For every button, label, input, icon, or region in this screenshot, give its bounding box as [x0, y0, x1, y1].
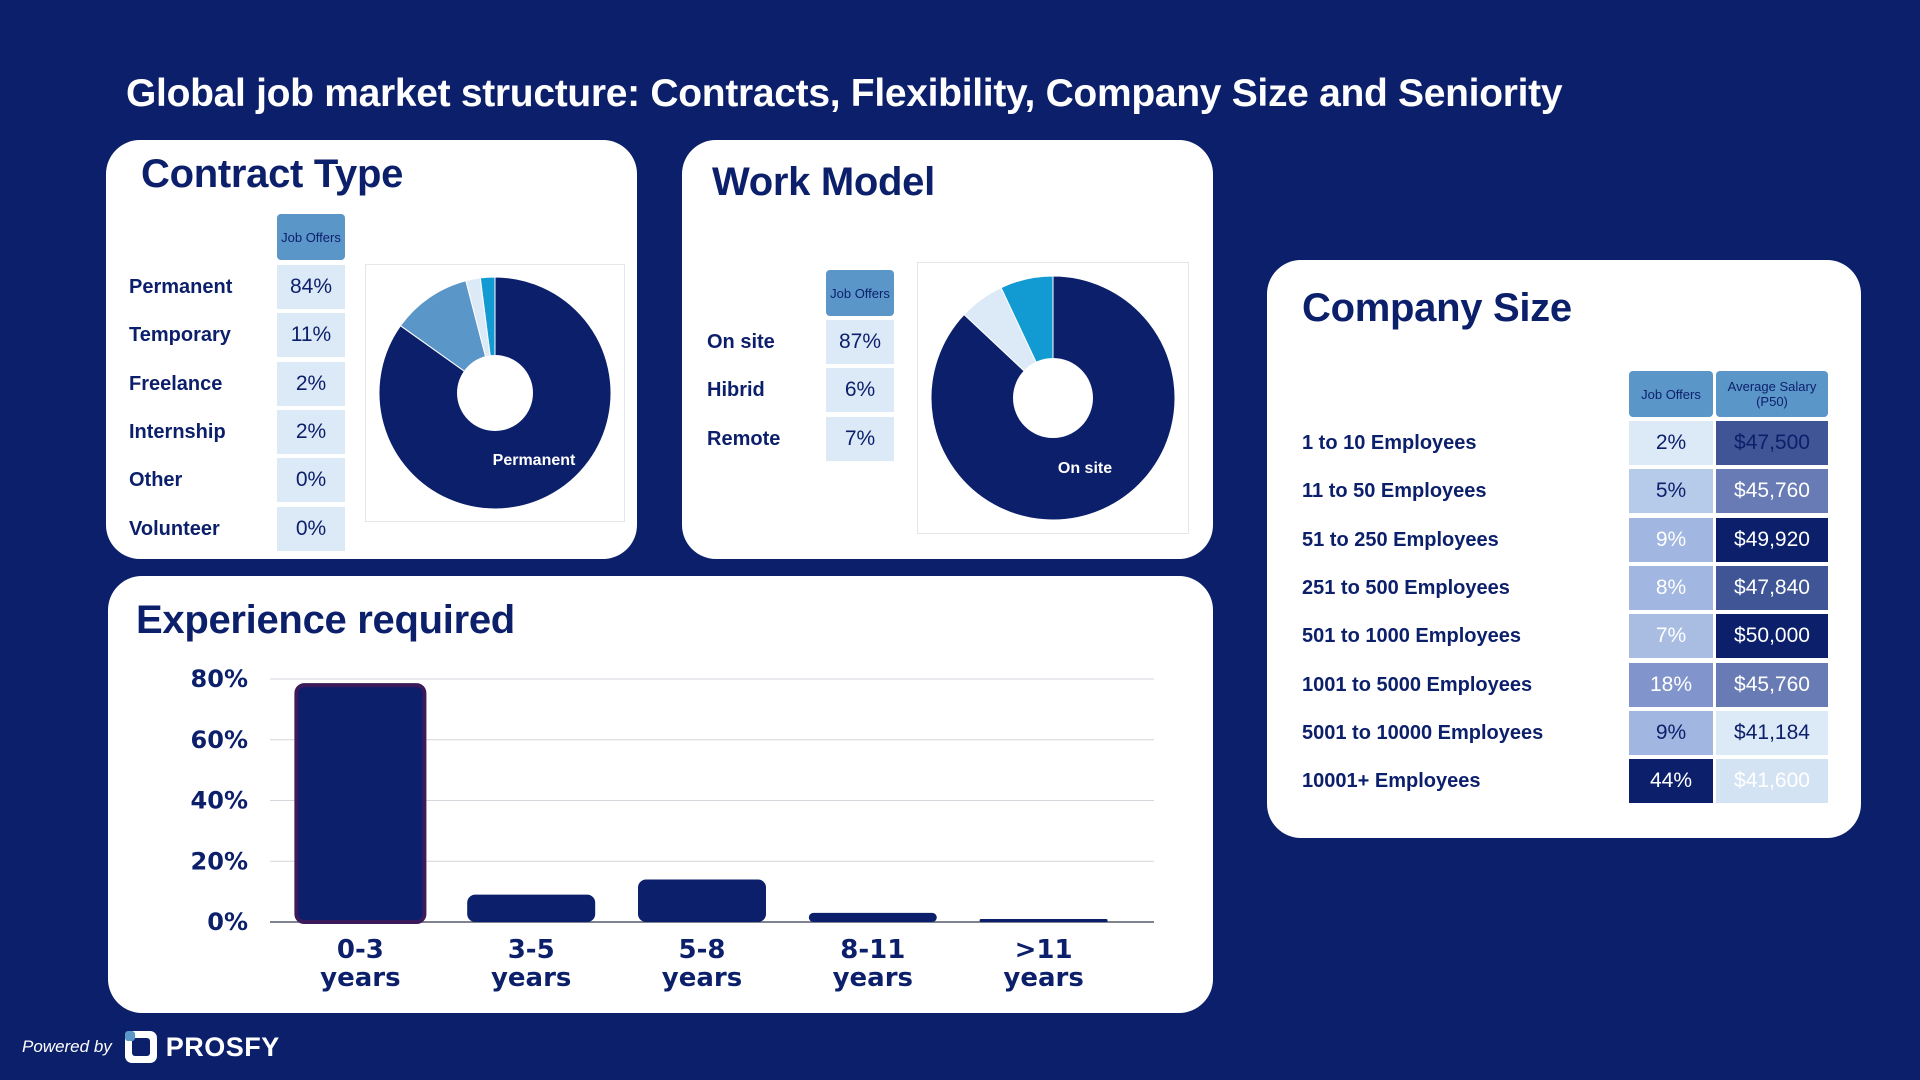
company-salary-cell: $45,760	[1716, 662, 1828, 707]
contract-type-pie-chart: Permanent	[378, 276, 612, 510]
x-tick-label: years	[491, 963, 571, 993]
contract-row-value: 2%	[277, 361, 345, 406]
footer: Powered by PROSFY	[22, 1030, 280, 1064]
work-row-value: 6%	[826, 368, 894, 413]
y-tick-label: 20%	[191, 847, 248, 875]
company-row-label: 11 to 50 Employees	[1302, 480, 1487, 503]
work-row-label: Remote	[707, 427, 781, 450]
contract-type-card: Contract Type Job Offers Permanent 84% Tem…	[106, 140, 637, 559]
work-model-title: Work Model	[712, 160, 935, 204]
company-size-card: Company Size Job Offers Average Salary (…	[1267, 260, 1861, 838]
contract-row-label: Permanent	[129, 276, 233, 298]
contract-row-label: Temporary	[129, 324, 231, 347]
contract-row-value: 2%	[277, 409, 345, 454]
company-salary-cell: $41,600	[1716, 759, 1828, 804]
pie-hole	[1013, 358, 1093, 438]
pie-hole	[457, 355, 533, 431]
company-row-label: 10001+ Employees	[1302, 770, 1481, 793]
contract-row-label: Internship	[129, 420, 226, 443]
bar	[294, 683, 427, 924]
contract-row-value: 84%	[277, 265, 345, 309]
x-tick-label: 8-11	[840, 935, 905, 965]
x-tick-label: years	[662, 963, 742, 993]
pie-slice-label: Permanent	[493, 452, 576, 469]
y-tick-label: 80%	[191, 665, 248, 693]
company-offers-cell: 44%	[1629, 759, 1713, 804]
company-row-label: 1001 to 5000 Employees	[1302, 673, 1533, 696]
pie-slice-permanent	[378, 276, 612, 510]
work-job-offers-header: Job Offers	[826, 270, 894, 316]
company-row-label: 5001 to 10000 Employees	[1302, 721, 1544, 744]
company-row-label: 501 to 1000 Employees	[1302, 625, 1522, 648]
contract-row-label: Other	[129, 469, 183, 492]
company-salary-cell: $47,840	[1716, 565, 1828, 610]
company-salary-header: Average Salary (P50)	[1716, 371, 1828, 417]
x-tick-label: years	[1003, 963, 1083, 993]
contract-row-value: 0%	[277, 458, 345, 503]
x-tick-label: 3-5	[508, 935, 555, 965]
company-salary-cell: $45,760	[1716, 469, 1828, 514]
y-tick-label: 40%	[191, 787, 248, 815]
company-offers-cell: 8%	[1629, 565, 1713, 610]
company-offers-cell: 9%	[1629, 517, 1713, 562]
x-tick-label: 0-3	[337, 935, 384, 965]
work-model-pie-chart: On site	[930, 275, 1176, 521]
contract-pie-box: Permanent	[365, 264, 625, 522]
page-title: Global job market structure: Contracts, …	[126, 72, 1563, 115]
bar	[638, 879, 766, 922]
contract-job-offers-header: Job Offers	[277, 214, 345, 260]
contract-row-label: Freelance	[129, 372, 223, 395]
company-row-label: 251 to 500 Employees	[1302, 576, 1510, 599]
pie-slice-label: On site	[1058, 460, 1112, 477]
bar	[979, 918, 1108, 922]
y-tick-label: 0%	[207, 908, 248, 936]
y-tick-label: 60%	[191, 726, 248, 754]
prosfy-brand: PROSFY	[165, 1031, 280, 1062]
work-pie-box: On site	[917, 262, 1189, 534]
company-offers-cell: 2%	[1629, 421, 1713, 465]
work-row-label: On site	[707, 331, 775, 353]
company-salary-cell: $47,500	[1716, 421, 1828, 465]
company-offers-cell: 18%	[1629, 662, 1713, 707]
company-size-title: Company Size	[1302, 286, 1572, 330]
bar	[808, 912, 937, 922]
company-row-label: 51 to 250 Employees	[1302, 528, 1499, 551]
company-offers-cell: 9%	[1629, 710, 1713, 755]
company-offers-cell: 5%	[1629, 469, 1713, 514]
company-salary-cell: $49,920	[1716, 517, 1828, 562]
company-offers-cell: 7%	[1629, 614, 1713, 659]
contract-row-value: 0%	[277, 506, 345, 551]
powered-by-text: Powered by	[22, 1037, 112, 1056]
x-tick-label: years	[833, 963, 913, 993]
company-salary-cell: $41,184	[1716, 710, 1828, 755]
contract-row-label: Volunteer	[129, 517, 220, 540]
experience-bar-chart: 0%20%40%60%80%0-3years3-5years5-8years8-…	[191, 665, 1154, 993]
company-salary-cell: $50,000	[1716, 614, 1828, 659]
contract-row-value: 11%	[277, 313, 345, 358]
work-row-value: 87%	[826, 320, 894, 364]
experience-card: Experience required 0% 20% 40% 60% 80% 0-3 yea…	[108, 576, 1213, 1013]
company-row-label: 1 to 10 Employees	[1302, 432, 1477, 454]
experience-title: Experience required	[136, 598, 515, 642]
work-row-value: 7%	[826, 416, 894, 461]
company-job-offers-header: Job Offers	[1629, 371, 1713, 417]
x-tick-label: >11	[1015, 935, 1073, 965]
work-model-card: Work Model Job Offers On site 87% Hibrid 6%…	[682, 140, 1213, 559]
contract-type-title: Contract Type	[141, 152, 404, 196]
bar	[467, 894, 596, 922]
x-tick-label: years	[320, 963, 400, 993]
work-row-label: Hibrid	[707, 379, 765, 402]
prosfy-logo-icon	[124, 1031, 157, 1063]
x-tick-label: 5-8	[679, 935, 726, 965]
